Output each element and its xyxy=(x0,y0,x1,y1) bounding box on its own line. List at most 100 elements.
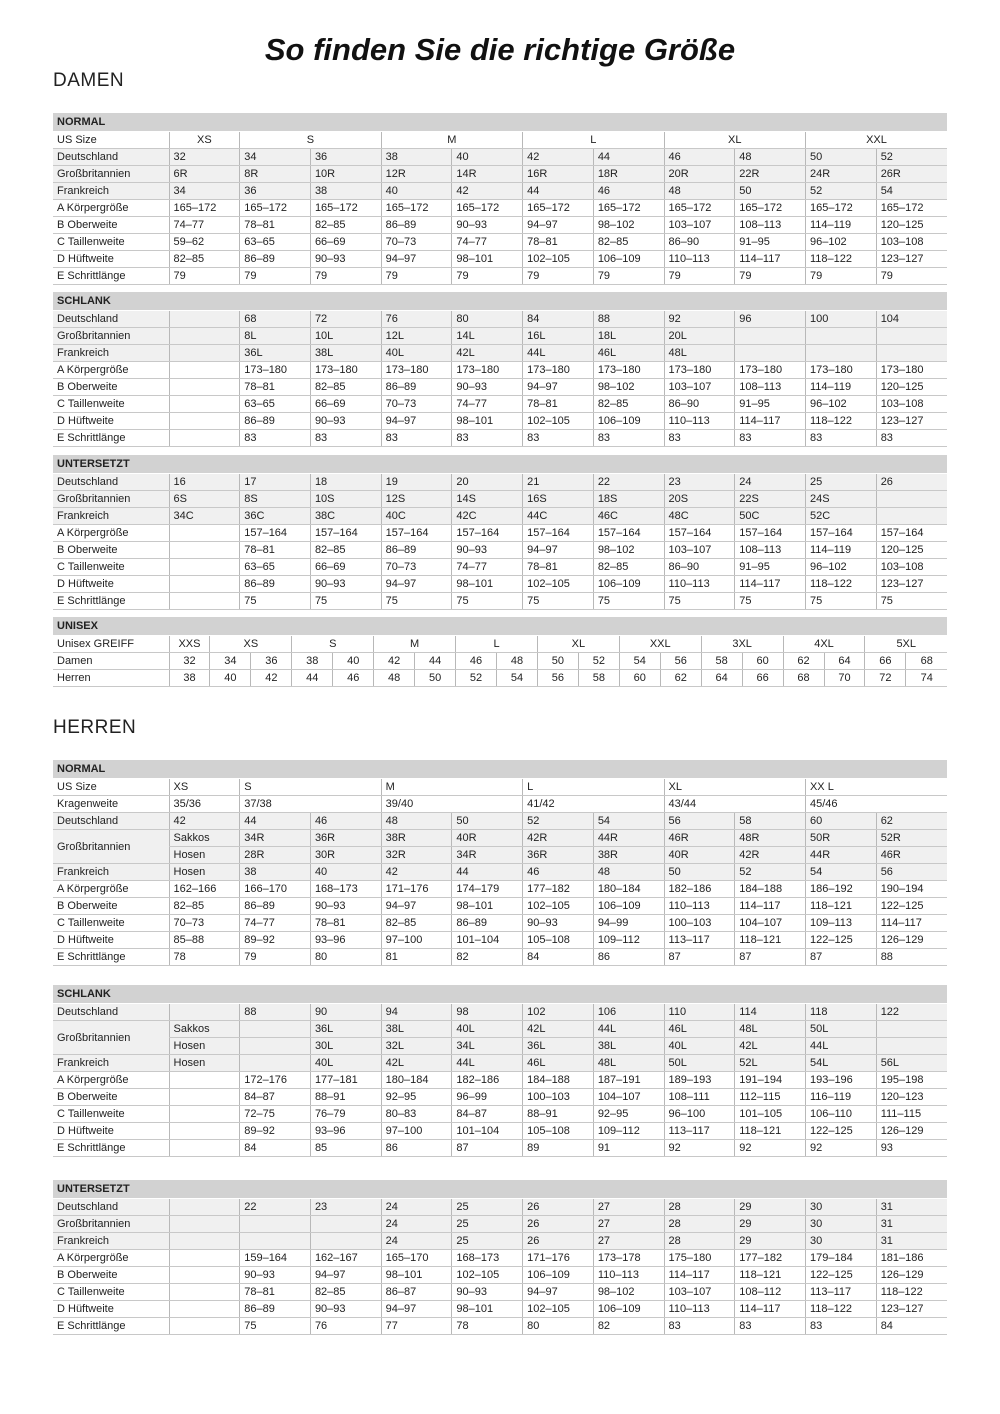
table-cell: 82–85 xyxy=(592,233,665,251)
table-cell: 52L xyxy=(734,1054,806,1072)
table-cell: Sakkos xyxy=(168,829,240,847)
table-cell: 44L xyxy=(451,1054,523,1072)
table-cell: 12L xyxy=(380,327,452,345)
table-cell: 82–85 xyxy=(309,216,382,234)
table-cell: 75 xyxy=(663,592,735,610)
table-row: E Schrittlänge 78 79 80 81 82 84 86 87 87 87 88 xyxy=(53,948,947,966)
table-cell: 31 xyxy=(875,1232,948,1250)
table-cell: 92 xyxy=(734,1139,806,1157)
row-label: D Hüftweite xyxy=(53,931,169,949)
table-cell: 50L xyxy=(804,1020,877,1038)
table-cell: 109–112 xyxy=(592,1122,665,1140)
table-cell xyxy=(168,1317,240,1335)
table-cell: 50L xyxy=(663,1054,735,1072)
table-cell: 84 xyxy=(522,310,594,328)
table-cell: 91–95 xyxy=(734,233,806,251)
table-cell: 92 xyxy=(804,1139,877,1157)
table-cell: 87 xyxy=(734,948,806,966)
table-cell: 19 xyxy=(380,473,452,491)
table-cell: 79 xyxy=(168,267,240,285)
table-cell: 44 xyxy=(451,863,523,881)
table-cell: 36R xyxy=(309,829,382,847)
table-cell: 94–97 xyxy=(380,575,452,593)
row-label: Damen xyxy=(53,652,169,670)
table-cell: 28 xyxy=(663,1232,735,1250)
table-row: B Oberweite 82–85 86–89 90–93 94–97 98–101 102… xyxy=(53,897,947,915)
table-cell: 72 xyxy=(864,669,906,687)
table-cell: 113–117 xyxy=(663,1122,735,1140)
table-section-title: NORMAL xyxy=(53,760,947,779)
row-label: E Schrittlänge xyxy=(53,948,169,966)
table-cell: 94–97 xyxy=(380,1300,452,1318)
table-cell: 10L xyxy=(309,327,382,345)
table-cell: 82 xyxy=(451,948,523,966)
table-cell: 174–179 xyxy=(451,880,523,898)
table-cell: 118–122 xyxy=(875,1283,948,1301)
table-cell: 54 xyxy=(618,652,661,670)
table-cell: 16R xyxy=(522,165,594,183)
table-cell: 63–65 xyxy=(239,558,311,576)
table-cell: 42 xyxy=(522,148,594,166)
table-cell: 16 xyxy=(168,473,240,491)
table-cell: 98–102 xyxy=(592,378,665,396)
table-cell: 103–107 xyxy=(663,1283,735,1301)
row-label: A Körpergröße xyxy=(53,361,169,379)
table-cell: 120–123 xyxy=(875,1088,947,1106)
table-cell: 74 xyxy=(905,669,948,687)
table-row: Großbritannien 6S 8S 10S 12S 14S 16S 18S 20S 22S 2… xyxy=(53,490,948,508)
row-label: A Körpergröße xyxy=(53,524,169,542)
table-cell: 8L xyxy=(239,327,311,345)
table-cell: 25 xyxy=(804,473,877,491)
table-cell: 81 xyxy=(380,948,452,966)
table-cell: 48 xyxy=(380,812,452,830)
table-cell: 42 xyxy=(168,812,240,830)
table-cell: 38C xyxy=(309,507,382,525)
table-cell: 79 xyxy=(804,267,877,285)
row-label: US Size xyxy=(53,778,169,796)
row-label: Frankreich xyxy=(53,1054,169,1072)
table-cell: 157–164 xyxy=(663,524,735,542)
table-cell xyxy=(168,1088,240,1106)
table-cell: 85 xyxy=(309,1139,382,1157)
table-row: Unisex GREIFF XXS XS S M L XL XXL 3XL 4XL 5XL xyxy=(53,635,948,653)
table-cell: 79 xyxy=(239,948,311,966)
table-cell: 80 xyxy=(309,948,382,966)
table-cell: 74–77 xyxy=(168,216,240,234)
table-cell: 105–108 xyxy=(522,931,594,949)
table-cell: 173–180 xyxy=(875,361,947,379)
row-label: Frankreich xyxy=(53,507,169,525)
table-cell: 31 xyxy=(875,1198,948,1216)
table-cell: 94–97 xyxy=(522,541,594,559)
table-cell: 93–96 xyxy=(309,1122,382,1140)
table-cell xyxy=(239,1020,311,1038)
table-cell: 89–92 xyxy=(239,1122,311,1140)
table-cell: 86 xyxy=(380,1139,452,1157)
table-cell: 54 xyxy=(875,182,947,200)
table-cell: 165–172 xyxy=(451,199,523,217)
table-cell: XXS xyxy=(168,635,210,653)
table-row: B Oberweite 78–81 82–85 86–89 90–93 94–97 98–1… xyxy=(53,541,948,559)
table-cell: 70 xyxy=(823,669,865,687)
table-cell: 50C xyxy=(734,507,806,525)
table-cell: 70–73 xyxy=(380,233,452,251)
table-cell: 191–194 xyxy=(734,1071,806,1089)
table-cell: 75 xyxy=(380,592,452,610)
table-cell: 46 xyxy=(592,182,665,200)
table-cell: 118–122 xyxy=(804,250,877,268)
table-cell: 36R xyxy=(522,846,594,864)
table-cell: 108–112 xyxy=(734,1283,806,1301)
table-cell: 165–172 xyxy=(875,199,947,217)
table-cell: 110–113 xyxy=(663,575,735,593)
table-row: C Taillenweite 72–75 76–79 80–83 84–87 88–91 9… xyxy=(53,1105,947,1123)
table-cell: 83 xyxy=(804,1317,877,1335)
table-cell: 46C xyxy=(592,507,665,525)
table-cell: 40 xyxy=(332,652,374,670)
row-label: Deutschland xyxy=(53,812,169,830)
table-row: C Taillenweite 78–81 82–85 86–87 90–93 94–97 9… xyxy=(53,1283,948,1301)
table-cell: 98–101 xyxy=(380,1266,452,1284)
table-cell: 36 xyxy=(250,652,292,670)
table-cell: 90–93 xyxy=(309,1300,382,1318)
table-cell: 30 xyxy=(804,1215,877,1233)
size-table-herren-normal: NORMAL US Size XS S M L XL XX L Kragenweite 35/36… xyxy=(53,760,947,966)
table-cell: 157–164 xyxy=(309,524,382,542)
